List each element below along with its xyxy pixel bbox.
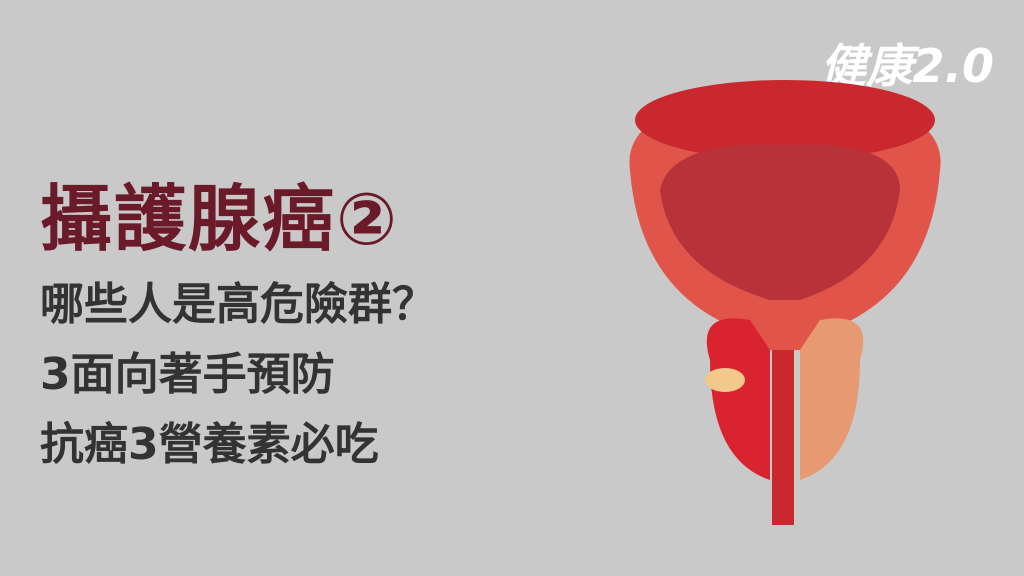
subline: 3面向著手預防 [40, 349, 335, 400]
illustration [629, 80, 941, 525]
subline: 哪些人是高危險群？ [40, 279, 436, 330]
subline: 抗癌3營養素必吃 [40, 419, 379, 470]
headline: 攝護腺癌② [40, 177, 399, 261]
